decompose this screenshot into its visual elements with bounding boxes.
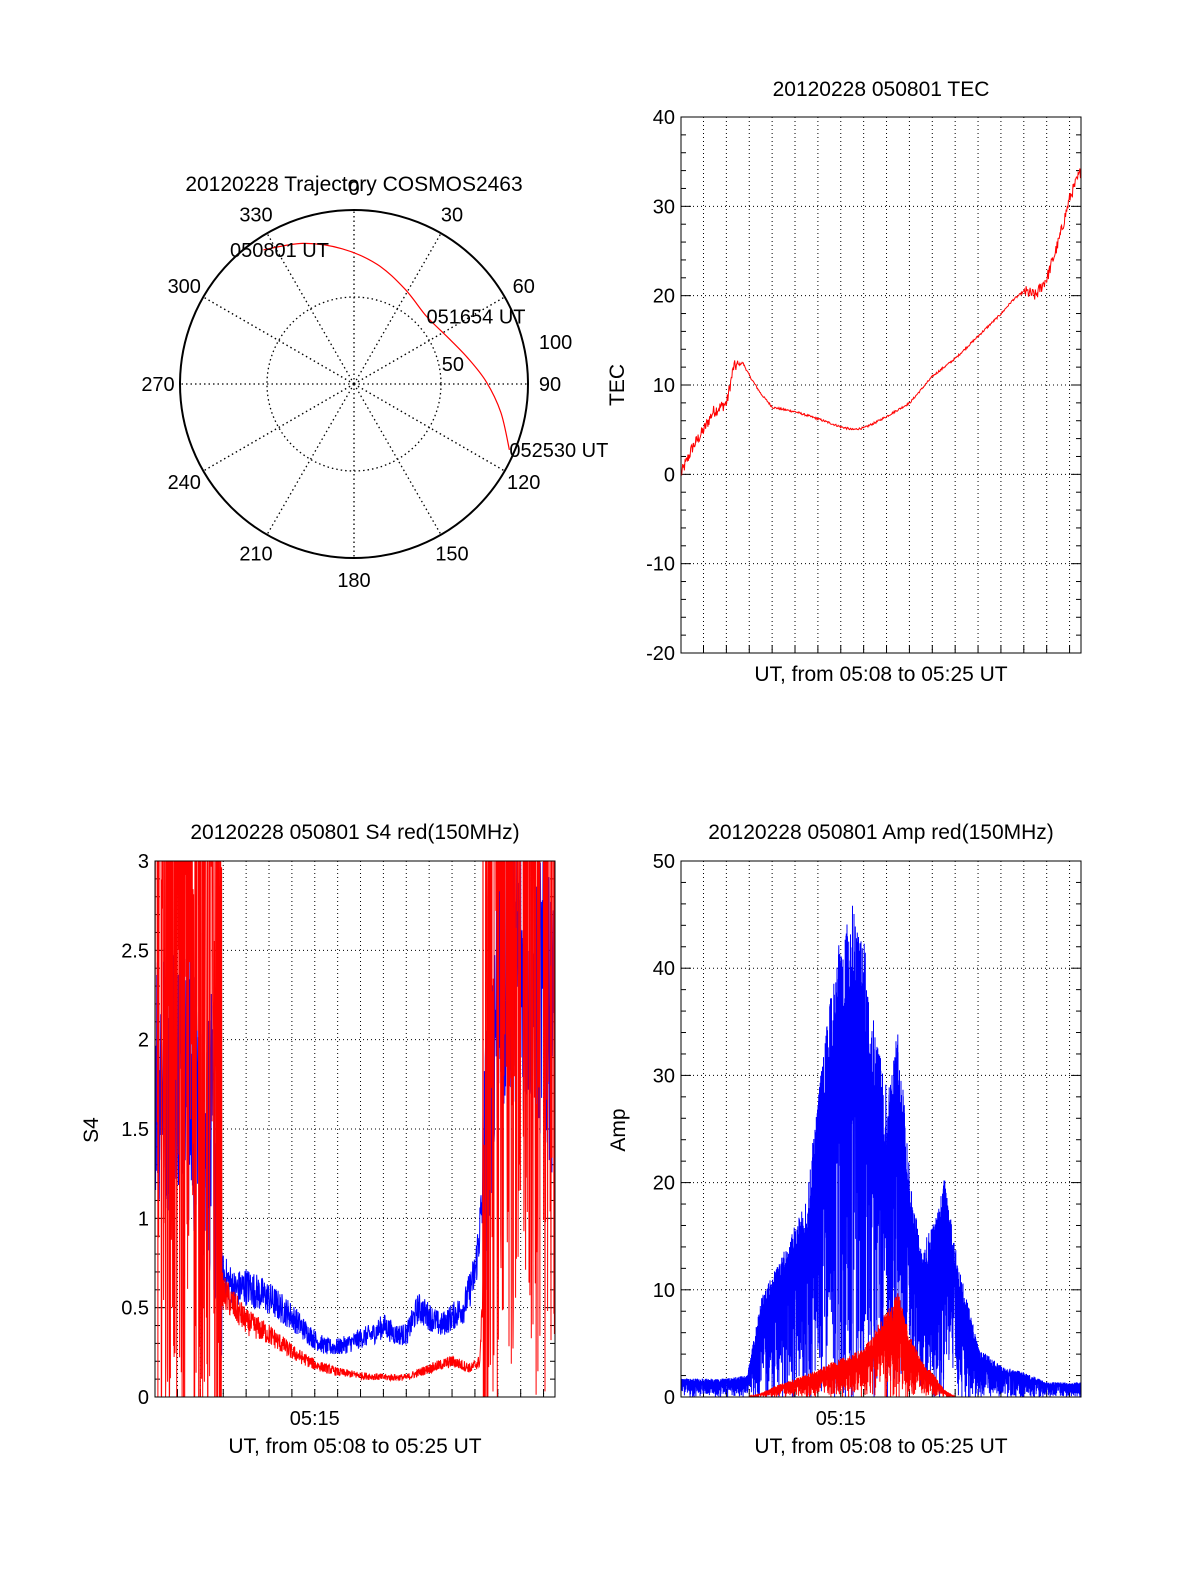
y-tick-label: 0 — [664, 464, 675, 486]
y-tick-label: 10 — [653, 375, 675, 397]
azimuth-label-90: 90 — [539, 374, 561, 396]
polar-spoke-330 — [266, 232, 355, 385]
y-tick-label: 1 — [138, 1208, 149, 1230]
amp-series — [681, 905, 1081, 1397]
y-tick-label: 20 — [653, 1173, 675, 1195]
azimuth-label-60: 60 — [513, 276, 535, 298]
tec-grid — [681, 116, 1081, 654]
trajectory-annotation-1: 050801 UT — [230, 240, 329, 262]
azimuth-label-150: 150 — [435, 544, 468, 566]
y-tick-label: 40 — [653, 958, 675, 980]
y-tick-label: 10 — [653, 1280, 675, 1302]
polar-grid — [180, 210, 528, 558]
azimuth-label-30: 30 — [441, 204, 463, 226]
polar-spoke-240 — [202, 383, 355, 472]
amp-y-axis-label: Amp — [607, 1108, 630, 1151]
y-tick-label: 3 — [138, 851, 149, 873]
tec-series — [681, 168, 1081, 476]
y-tick-label: 0.5 — [121, 1298, 149, 1320]
s4-x-ticks: 05:15 — [290, 1408, 340, 1430]
tec-y-axis-label: TEC — [606, 364, 629, 406]
azimuth-label-240: 240 — [168, 472, 201, 494]
amp-panel: 20120228 050801 Amp red(150MHz) 0 10 20 30 4… — [607, 821, 1082, 1458]
s4-title: 20120228 050801 S4 red(150MHz) — [190, 821, 519, 844]
y-tick-label: 2.5 — [121, 940, 149, 962]
y-tick-label: 30 — [653, 196, 675, 218]
polar-trajectory-panel: 20120228 Trajectory COSMOS2463 0 30 60 90 12… — [141, 173, 608, 592]
azimuth-label-0: 0 — [348, 178, 359, 200]
s4-panel: 20120228 050801 S4 red(150MHz) 0 0.5 1 1.5 2… — [80, 821, 556, 1458]
radial-label-50: 50 — [442, 354, 464, 376]
azimuth-label-300: 300 — [168, 276, 201, 298]
tec-y-ticks: -20 -10 0 10 20 30 40 — [646, 107, 675, 665]
y-tick-label: 0 — [664, 1387, 675, 1409]
amp-x-axis-label: UT, from 05:08 to 05:25 UT — [754, 1435, 1007, 1458]
y-tick-label: 50 — [653, 851, 675, 873]
y-tick-label: -20 — [646, 643, 675, 665]
y-tick-label: 1.5 — [121, 1119, 149, 1141]
s4-y-ticks: 0 0.5 1 1.5 2 2.5 3 — [121, 851, 149, 1409]
s4-x-axis-label: UT, from 05:08 to 05:25 UT — [228, 1435, 481, 1458]
azimuth-label-210: 210 — [239, 544, 272, 566]
tec-title: 20120228 050801 TEC — [773, 78, 990, 101]
y-tick-label: 2 — [138, 1030, 149, 1052]
trajectory-annotations: 050801 UT 051654 UT 052530 UT — [230, 240, 608, 462]
polar-radial-labels: 50 100 — [442, 332, 573, 376]
polar-outer-circle — [179, 209, 529, 559]
y-tick-label: 0 — [138, 1387, 149, 1409]
y-tick-label: 30 — [653, 1065, 675, 1087]
polar-title: 20120228 Trajectory COSMOS2463 — [185, 173, 522, 196]
azimuth-label-330: 330 — [239, 204, 272, 226]
amp-x-ticks: 05:15 — [816, 1408, 866, 1430]
y-tick-label: -10 — [646, 554, 675, 576]
series-line-2 — [155, 861, 555, 1397]
polar-spoke-60 — [353, 296, 506, 385]
amp-plot-frame — [680, 860, 1082, 1398]
tec-plot-frame — [680, 116, 1082, 654]
x-tick-label: 05:15 — [290, 1408, 340, 1430]
polar-spoke-30 — [353, 232, 442, 385]
series-line-1 — [681, 168, 1081, 476]
trajectory-line — [263, 242, 510, 451]
polar-azimuth-labels: 0 30 60 90 120 150 180 210 240 270 300 330 — [141, 178, 561, 592]
s4-y-axis-label: S4 — [80, 1117, 103, 1143]
amp-title: 20120228 050801 Amp red(150MHz) — [708, 821, 1054, 844]
s4-plot-frame — [154, 860, 556, 1398]
azimuth-label-270: 270 — [141, 374, 174, 396]
series-line-1 — [681, 905, 1081, 1397]
polar-spoke-120 — [353, 383, 506, 472]
s4-series — [155, 861, 555, 1397]
azimuth-label-180: 180 — [337, 570, 370, 592]
polar-spoke-150 — [353, 383, 442, 536]
x-tick-label: 05:15 — [816, 1408, 866, 1430]
azimuth-label-120: 120 — [507, 472, 540, 494]
trajectory-annotation-2: 051654 UT — [427, 306, 526, 328]
series-line-2 — [681, 1293, 1081, 1397]
amp-y-ticks: 0 10 20 30 40 50 — [653, 851, 675, 1409]
y-tick-label: 40 — [653, 107, 675, 129]
y-tick-label: 20 — [653, 286, 675, 308]
radial-label-100: 100 — [539, 332, 572, 354]
polar-spoke-210 — [266, 383, 355, 536]
polar-spoke-300 — [202, 296, 355, 385]
tec-x-axis-label: UT, from 05:08 to 05:25 UT — [754, 663, 1007, 686]
trajectory-annotation-3: 052530 UT — [509, 440, 608, 462]
